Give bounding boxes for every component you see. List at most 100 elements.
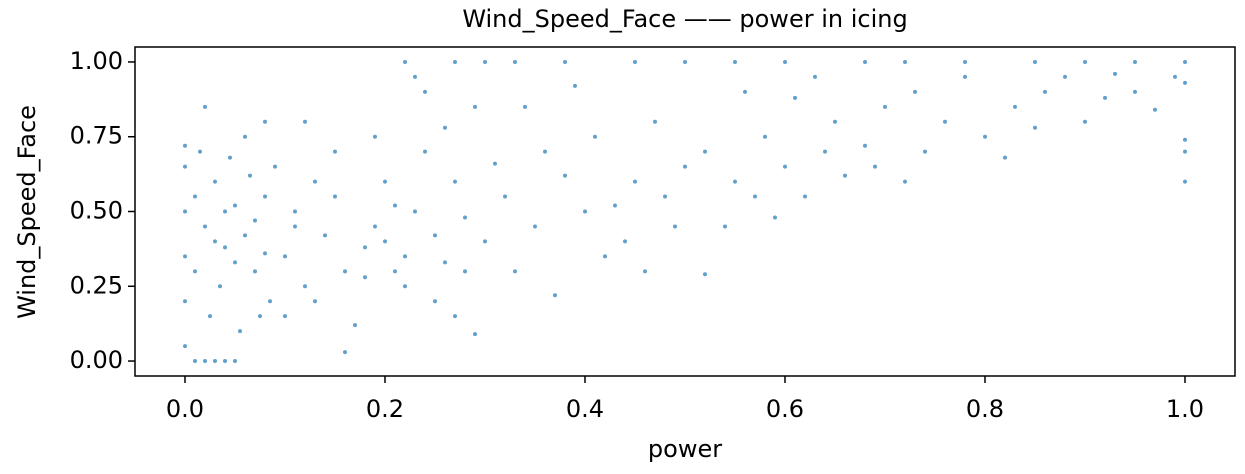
point — [733, 59, 737, 64]
point — [903, 179, 907, 184]
point — [273, 164, 277, 169]
point — [423, 89, 427, 94]
point — [303, 119, 307, 124]
point — [433, 233, 437, 238]
point — [623, 239, 627, 244]
point — [793, 95, 797, 100]
point — [553, 293, 557, 298]
point — [1013, 104, 1017, 109]
point — [243, 233, 247, 238]
point — [263, 251, 267, 256]
point — [1183, 59, 1187, 64]
point — [293, 224, 297, 229]
point — [453, 59, 457, 64]
point — [1133, 59, 1137, 64]
point — [963, 74, 967, 79]
point — [823, 149, 827, 154]
point — [208, 314, 212, 319]
point — [563, 173, 567, 178]
point — [743, 89, 747, 94]
point — [223, 359, 227, 364]
point — [943, 119, 947, 124]
point — [233, 359, 237, 364]
point — [248, 173, 252, 178]
point — [1183, 137, 1187, 142]
point — [263, 194, 267, 199]
point — [683, 164, 687, 169]
point — [833, 119, 837, 124]
x-tick-label: 0.4 — [566, 395, 604, 423]
point — [243, 134, 247, 139]
point — [233, 203, 237, 208]
point — [183, 254, 187, 259]
point — [1133, 89, 1137, 94]
point — [233, 260, 237, 265]
point — [483, 59, 487, 64]
point — [403, 254, 407, 259]
point — [403, 284, 407, 289]
point — [483, 239, 487, 244]
point — [703, 272, 707, 277]
point — [473, 332, 477, 337]
point — [203, 104, 207, 109]
point — [323, 233, 327, 238]
point — [633, 179, 637, 184]
point — [183, 299, 187, 304]
point — [503, 194, 507, 199]
x-tick-label: 1.0 — [1166, 395, 1204, 423]
point — [463, 269, 467, 274]
point — [258, 314, 262, 319]
point — [293, 209, 297, 214]
point — [683, 59, 687, 64]
point — [263, 119, 267, 124]
point — [1043, 89, 1047, 94]
point — [923, 149, 927, 154]
point — [603, 254, 607, 259]
point — [213, 179, 217, 184]
point — [1083, 59, 1087, 64]
point — [983, 134, 987, 139]
point — [773, 215, 777, 220]
point — [563, 59, 567, 64]
x-tick-label: 0.6 — [766, 395, 804, 423]
y-axis-label: Wind_Speed_Face — [13, 105, 41, 319]
point — [353, 323, 357, 328]
y-tick-label: 0.75 — [70, 122, 123, 150]
point — [223, 209, 227, 214]
point — [463, 215, 467, 220]
point — [1183, 80, 1187, 85]
point — [493, 161, 497, 166]
point — [283, 254, 287, 259]
point — [843, 173, 847, 178]
point — [753, 194, 757, 199]
x-tick-label: 0.0 — [166, 395, 204, 423]
point — [903, 59, 907, 64]
point — [863, 59, 867, 64]
point — [633, 59, 637, 64]
point — [218, 284, 222, 289]
point — [268, 299, 272, 304]
point — [313, 179, 317, 184]
point — [523, 104, 527, 109]
point — [1113, 71, 1117, 76]
point — [413, 74, 417, 79]
point — [223, 245, 227, 250]
point — [213, 239, 217, 244]
point — [363, 275, 367, 280]
point — [513, 269, 517, 274]
point — [783, 59, 787, 64]
point — [183, 209, 187, 214]
point — [673, 224, 677, 229]
point — [1103, 95, 1107, 100]
point — [813, 74, 817, 79]
point — [183, 344, 187, 349]
point — [203, 224, 207, 229]
point — [453, 314, 457, 319]
point — [863, 143, 867, 148]
point — [543, 149, 547, 154]
point — [213, 359, 217, 364]
point — [763, 134, 767, 139]
point — [403, 59, 407, 64]
point — [533, 224, 537, 229]
point — [238, 329, 242, 334]
